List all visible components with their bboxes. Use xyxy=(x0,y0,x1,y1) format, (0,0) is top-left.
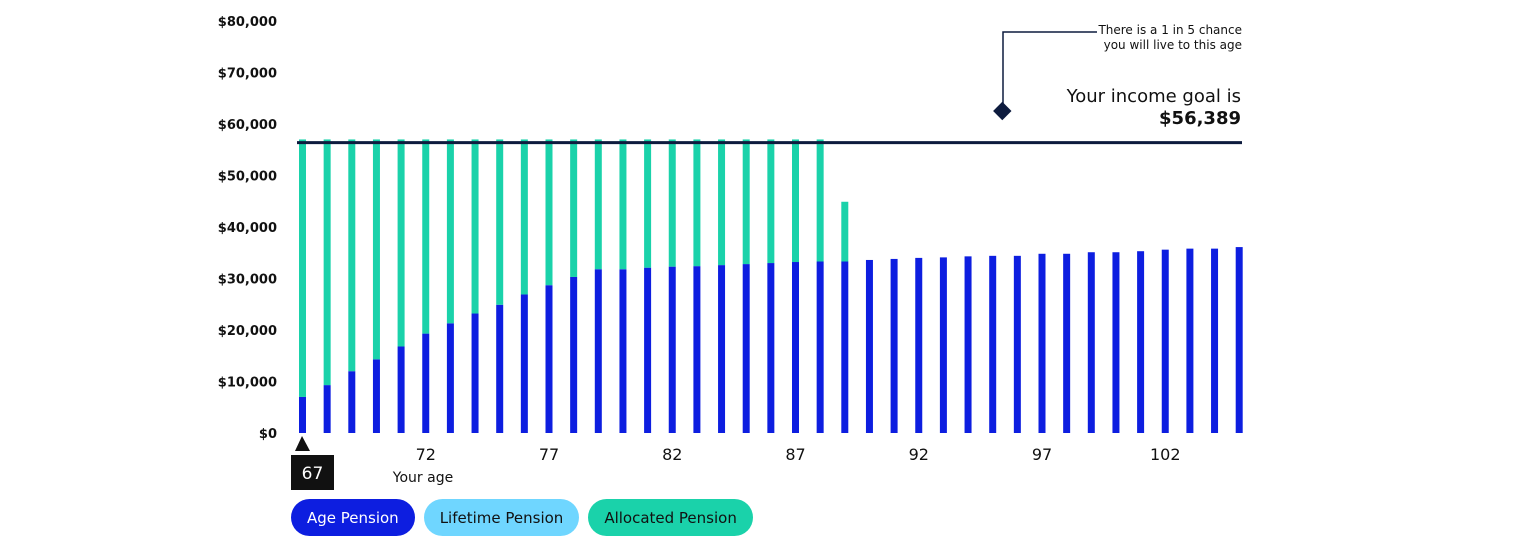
y-tick-label: $40,000 xyxy=(218,221,277,236)
bar-age-pension-age-88[interactable] xyxy=(816,261,824,433)
bar-allocated-pension-age-84[interactable] xyxy=(718,139,726,266)
bar-allocated-pension-age-81[interactable] xyxy=(644,139,652,268)
bar-age-pension-age-91[interactable] xyxy=(890,258,898,433)
bar-allocated-pension-age-87[interactable] xyxy=(792,139,799,263)
bar-age-pension-age-76[interactable] xyxy=(520,294,528,433)
current-age-label: 67 xyxy=(302,464,324,484)
y-axis: $0 $10,000 $20,000 $30,000 $40,000 $50,000 $60… xyxy=(218,15,277,442)
current-age-arrow-icon xyxy=(295,436,310,451)
bar-age-pension-age-84[interactable] xyxy=(718,265,726,433)
bar-age-pension-age-74[interactable] xyxy=(471,313,479,433)
bar-age-pension-age-87[interactable] xyxy=(792,262,799,433)
income-goal-label: Your income goal is xyxy=(1066,86,1241,107)
current-age-marker[interactable]: 67 xyxy=(291,436,334,490)
bar-allocated-pension-age-71[interactable] xyxy=(397,139,405,347)
bar-age-pension-age-80[interactable] xyxy=(619,269,627,433)
y-tick-label: $60,000 xyxy=(218,118,277,133)
bar-allocated-pension-age-88[interactable] xyxy=(816,139,824,262)
bar-age-pension-age-96[interactable] xyxy=(1013,255,1021,433)
bar-age-pension-age-100[interactable] xyxy=(1112,252,1120,433)
bar-age-pension-age-81[interactable] xyxy=(644,267,652,433)
bar-age-pension-age-83[interactable] xyxy=(693,266,701,433)
bar-age-pension-age-92[interactable] xyxy=(915,257,923,433)
current-age-box xyxy=(291,455,334,490)
bar-allocated-pension-age-70[interactable] xyxy=(372,139,380,360)
bar-age-pension-age-93[interactable] xyxy=(939,257,947,433)
bar-age-pension-age-102[interactable] xyxy=(1161,249,1169,433)
x-axis-label: Your age xyxy=(392,470,453,486)
y-tick-label: $20,000 xyxy=(218,324,277,339)
y-tick-label: $50,000 xyxy=(218,170,277,185)
annotation-line-1: There is a 1 in 5 chance xyxy=(1097,23,1242,37)
bar-allocated-pension-age-72[interactable] xyxy=(422,139,430,334)
bar-allocated-pension-age-85[interactable] xyxy=(742,139,750,265)
y-tick-label: $70,000 xyxy=(218,67,277,82)
bar-allocated-pension-age-89[interactable] xyxy=(841,201,849,262)
life-expectancy-marker[interactable] xyxy=(993,101,1012,121)
bar-allocated-pension-age-80[interactable] xyxy=(619,139,627,270)
y-tick-label: $80,000 xyxy=(218,15,277,30)
bar-age-pension-age-104[interactable] xyxy=(1211,248,1219,433)
bar-age-pension-age-98[interactable] xyxy=(1063,253,1071,433)
bar-age-pension-age-103[interactable] xyxy=(1186,248,1194,433)
bar-age-pension-age-75[interactable] xyxy=(496,304,504,433)
legend-allocated-pension-button[interactable]: Allocated Pension xyxy=(588,499,753,536)
bar-age-pension-age-97[interactable] xyxy=(1038,253,1046,433)
legend: Age Pension Lifetime Pension Allocated P… xyxy=(291,499,753,536)
x-tick-label: 92 xyxy=(909,445,929,464)
bar-age-pension-age-71[interactable] xyxy=(397,346,405,433)
bar-allocated-pension-age-82[interactable] xyxy=(668,139,676,267)
bar-allocated-pension-age-75[interactable] xyxy=(496,139,504,305)
bar-age-pension-age-85[interactable] xyxy=(742,264,750,433)
bar-allocated-pension-age-83[interactable] xyxy=(693,139,701,267)
bar-allocated-pension-age-76[interactable] xyxy=(520,139,528,295)
bar-age-pension-age-78[interactable] xyxy=(570,276,578,433)
bar-allocated-pension-age-78[interactable] xyxy=(570,139,578,277)
y-tick-label: $0 xyxy=(259,427,277,442)
x-axis: 72 77 82 87 92 97 102 xyxy=(416,445,1181,464)
annotation-leader-line xyxy=(1002,31,1097,112)
bar-age-pension-age-101[interactable] xyxy=(1137,251,1145,433)
bar-allocated-pension-age-79[interactable] xyxy=(594,139,602,270)
bar-allocated-pension-age-69[interactable] xyxy=(348,139,356,372)
bar-age-pension-age-89[interactable] xyxy=(841,261,849,433)
legend-lifetime-pension-button[interactable]: Lifetime Pension xyxy=(423,499,580,536)
bar-allocated-pension-age-73[interactable] xyxy=(446,139,454,324)
life-expectancy-annotation: There is a 1 in 5 chance you will live t… xyxy=(993,23,1242,121)
bar-age-pension-age-79[interactable] xyxy=(594,269,602,433)
income-goal-group: Your income goal is $56,389 xyxy=(297,86,1242,145)
bars-group xyxy=(299,139,1243,433)
x-tick-label: 72 xyxy=(416,445,436,464)
x-tick-label: 87 xyxy=(785,445,805,464)
bar-allocated-pension-age-68[interactable] xyxy=(323,139,331,386)
bar-age-pension-age-86[interactable] xyxy=(767,263,775,433)
bar-allocated-pension-age-67[interactable] xyxy=(299,139,306,397)
x-tick-label: 77 xyxy=(539,445,559,464)
legend-age-pension-button[interactable]: Age Pension xyxy=(291,499,415,536)
bar-age-pension-age-68[interactable] xyxy=(323,385,331,433)
bar-age-pension-age-94[interactable] xyxy=(964,256,972,433)
bar-age-pension-age-69[interactable] xyxy=(348,371,356,433)
bar-allocated-pension-age-86[interactable] xyxy=(767,139,775,264)
bar-age-pension-age-70[interactable] xyxy=(372,359,380,433)
x-tick-label: 97 xyxy=(1032,445,1052,464)
bar-allocated-pension-age-77[interactable] xyxy=(545,139,553,286)
bar-age-pension-age-77[interactable] xyxy=(545,285,553,433)
bar-age-pension-age-95[interactable] xyxy=(989,255,997,433)
y-tick-label: $10,000 xyxy=(218,376,277,391)
bar-age-pension-age-67[interactable] xyxy=(299,396,306,433)
bar-age-pension-age-73[interactable] xyxy=(446,323,454,433)
bar-age-pension-age-99[interactable] xyxy=(1087,252,1095,433)
bar-age-pension-age-82[interactable] xyxy=(668,266,676,433)
annotation-line-2: you will live to this age xyxy=(1104,38,1242,52)
y-tick-label: $30,000 xyxy=(218,273,277,288)
income-goal-value: $56,389 xyxy=(1159,108,1241,129)
x-tick-label: 102 xyxy=(1150,445,1181,464)
bar-age-pension-age-72[interactable] xyxy=(422,333,430,433)
x-tick-label: 82 xyxy=(662,445,682,464)
bar-age-pension-age-105[interactable] xyxy=(1235,247,1243,433)
bar-age-pension-age-90[interactable] xyxy=(865,259,873,433)
bar-allocated-pension-age-74[interactable] xyxy=(471,139,479,314)
